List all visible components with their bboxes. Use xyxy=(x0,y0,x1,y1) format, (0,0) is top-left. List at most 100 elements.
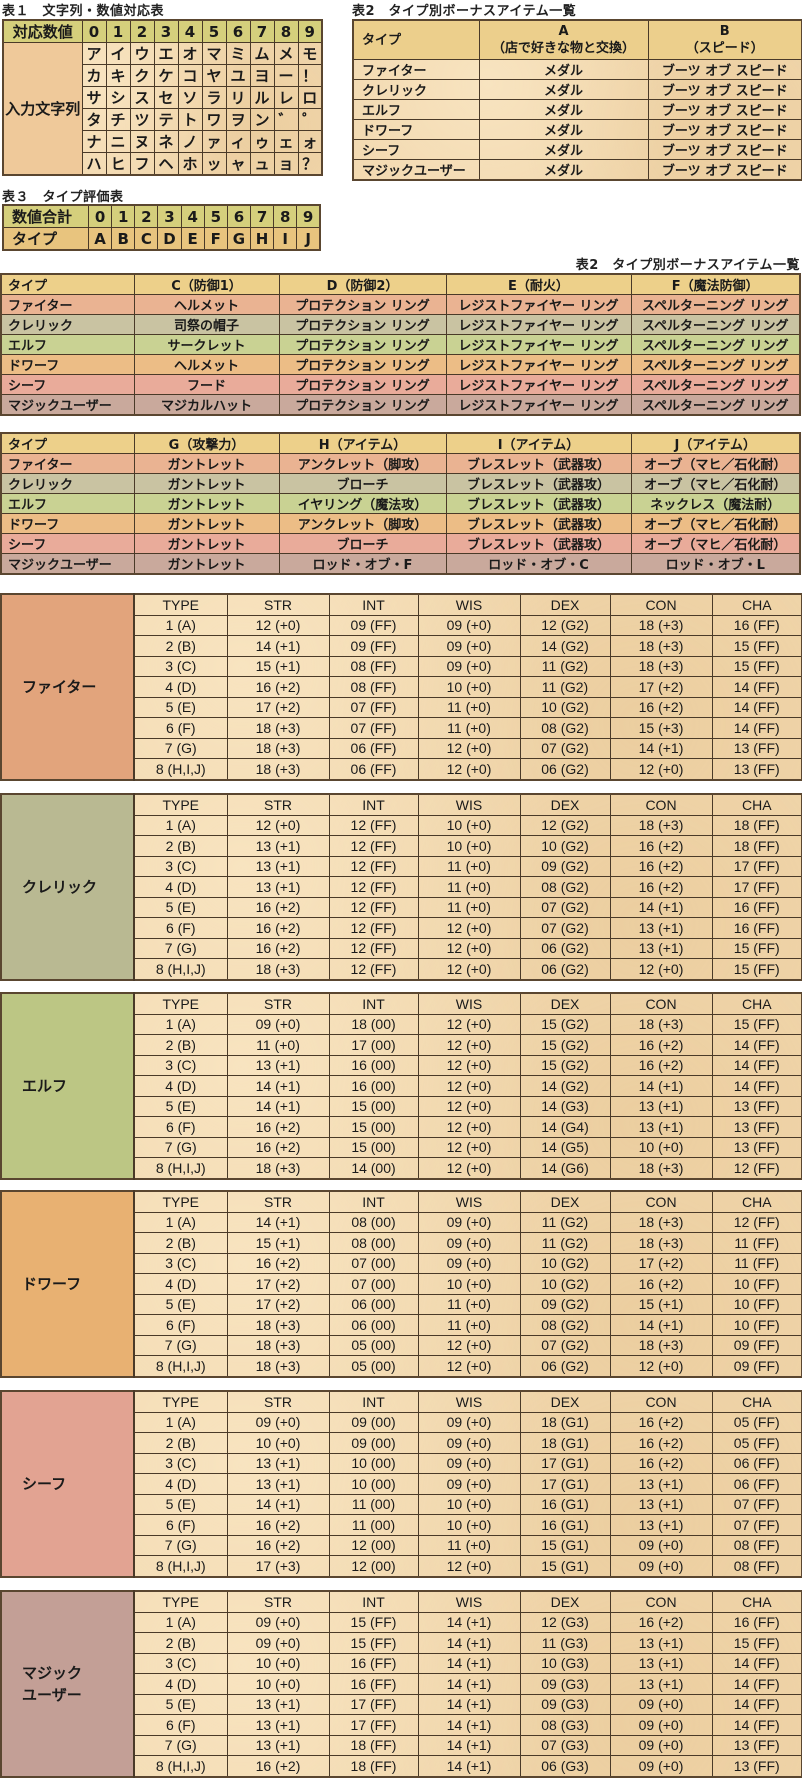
stat-cell: 11 (+0) xyxy=(226,1034,330,1056)
table-row: ファイター メダル ブーツ オブ スピード xyxy=(352,59,802,80)
item-cell: ガントレット xyxy=(133,553,280,575)
stat-cell: 09 (+0) xyxy=(226,1611,330,1633)
stat-cell: 13 (+1) xyxy=(609,1473,713,1495)
type-label: ファイター xyxy=(352,59,480,80)
column-header: CHA xyxy=(711,1590,802,1613)
type-cell: 7 (G) xyxy=(133,1734,228,1756)
char-cell: ケ xyxy=(153,64,179,87)
column-header: CHA xyxy=(711,992,802,1015)
column-header: TYPE xyxy=(133,1390,228,1413)
column-header: CHA xyxy=(711,593,802,616)
stat-cell: 11 (G2) xyxy=(519,676,611,698)
stat-cell: 13 (+1) xyxy=(226,1693,330,1715)
stat-cell: 16 (FF) xyxy=(328,1673,419,1695)
char-cell: ム xyxy=(249,42,275,65)
class-name-cell: クレリック xyxy=(0,793,135,980)
char-cell: ロ xyxy=(297,86,323,109)
item-cell: プロテクション リング xyxy=(278,354,447,375)
stat-cell: 11 (+0) xyxy=(417,855,521,877)
char-cell: エ xyxy=(153,42,179,65)
table-row: タチツテトワヲン゛゜ xyxy=(3,108,323,131)
table-row: マジックユーザー ガントレット ロッド・オブ・F ロッド・オブ・C ロッド・オブ・L xyxy=(0,553,801,575)
table-row: 1 (A) 09 (+0) 18 (00) 12 (+0) 15 (G2) 18 (+3)… xyxy=(1,1013,802,1035)
header-row: シーフ TYPE STR INT WIS DEX CON CHA xyxy=(0,1390,802,1577)
stat-cell: 12 (+0) xyxy=(226,614,330,636)
stat-cell: 08 (G2) xyxy=(519,1314,611,1336)
digit-header: 1 xyxy=(105,19,131,43)
stat-cell: 15 (G1) xyxy=(519,1555,611,1577)
row-label: 入力文字列 xyxy=(2,42,83,176)
stat-cell: 11 (+0) xyxy=(417,1534,521,1556)
item-cell: レジストファイヤー リング xyxy=(445,314,632,335)
stat-cell: 07 (G2) xyxy=(519,896,611,918)
table-row: クレリック メダル ブーツ オブ スピード xyxy=(352,79,802,100)
stat-cell: 15 (G2) xyxy=(519,1054,611,1076)
column-header: CHA xyxy=(711,1190,802,1213)
stat-cell: 10 (FF) xyxy=(711,1273,802,1295)
value-cell: 6 xyxy=(226,204,252,228)
table-row: クレリック ガントレット ブローチ ブレスレット（武器攻） オーブ（マヒ／石化耐） xyxy=(0,473,801,494)
char-cell: ー xyxy=(273,64,299,87)
stat-cell: 09 (+0) xyxy=(609,1755,713,1777)
item-cell: オーブ（マヒ／石化耐） xyxy=(630,453,801,474)
stat-cell: 13 (FF) xyxy=(711,1095,802,1117)
char-cell: ク xyxy=(129,64,155,87)
stat-table: シーフ TYPE STR INT WIS DEX CON CHA 1 (A) 09 (+0) 09 … xyxy=(0,1390,802,1578)
char-cell: ン xyxy=(249,108,275,131)
stat-cell: 16 (+2) xyxy=(226,937,330,959)
type-cell: 3 (C) xyxy=(133,1452,228,1474)
char-cell: ル xyxy=(249,86,275,109)
char-cell: ス xyxy=(129,86,155,109)
stat-table: ドワーフ TYPE STR INT WIS DEX CON CHA 1 (A) 14 (+1) 08… xyxy=(0,1190,802,1378)
column-header: STR xyxy=(226,1190,330,1213)
stat-cell: 11 (FF) xyxy=(711,1252,802,1274)
stat-cell: 09 (+0) xyxy=(417,655,521,677)
item-cell: レジストファイヤー リング xyxy=(445,394,632,416)
table-row: 6 (F) 13 (+1) 17 (FF) 14 (+1) 08 (G3) 09 (+0)… xyxy=(1,1714,802,1736)
table-row: 2 (B) 13 (+1) 12 (FF) 10 (+0) 10 (G2) 16 (+2)… xyxy=(1,835,802,857)
stat-cell: 10 (+0) xyxy=(417,835,521,857)
stat-cell: 14 (FF) xyxy=(711,1034,802,1056)
digit-header: 9 xyxy=(297,19,323,43)
stat-cell: 14 (+1) xyxy=(417,1755,521,1777)
type-cell: 8 (H,I,J) xyxy=(133,1755,228,1777)
table3-title: 表３ タイプ評価表 xyxy=(2,190,124,205)
stat-cell: 17 (FF) xyxy=(711,855,802,877)
column-header: CON xyxy=(609,1190,713,1213)
stat-cell: 16 (+2) xyxy=(226,917,330,939)
type-cell: 4 (D) xyxy=(133,676,228,698)
stat-cell: 18 (+3) xyxy=(609,635,713,657)
table2b-title: 表2 タイプ別ボーナスアイテム一覧 xyxy=(575,258,800,273)
stat-cell: 16 (+2) xyxy=(609,1611,713,1633)
stat-cell: 12 (+0) xyxy=(417,737,521,759)
item-cell: ブレスレット（武器攻） xyxy=(445,493,632,514)
stat-cell: 10 (G2) xyxy=(519,1252,611,1274)
table-row: マジックユーザー メダル ブーツ オブ スピード xyxy=(352,159,802,181)
char-cell: ォ xyxy=(297,130,323,153)
type-cell: 3 (C) xyxy=(133,1054,228,1076)
stat-cell: 16 (+2) xyxy=(226,1116,330,1138)
value-cell: 5 xyxy=(203,204,228,228)
table-row: 4 (D) 16 (+2) 08 (FF) 10 (+0) 11 (G2) 17 (+2)… xyxy=(1,676,802,698)
char-cell: ト xyxy=(177,108,203,131)
char-cell: ヒ xyxy=(105,152,131,176)
stat-cell: 14 (+1) xyxy=(417,1652,521,1674)
stat-cell: 05 (FF) xyxy=(711,1432,802,1454)
type-cell: 6 (F) xyxy=(133,917,228,939)
digit-header: 7 xyxy=(249,19,275,43)
stat-cell: 11 (+0) xyxy=(417,1314,521,1336)
stat-cell: 12 (+0) xyxy=(609,758,713,780)
stat-cell: 13 (+1) xyxy=(226,1734,330,1756)
stat-cell: 09 (+0) xyxy=(226,1013,330,1035)
stat-cell: 10 (+0) xyxy=(226,1673,330,1695)
stat-cell: 16 (+2) xyxy=(609,835,713,857)
item-cell: レジストファイヤー リング xyxy=(445,374,632,395)
item-cell: ブレスレット（武器攻） xyxy=(445,473,632,494)
char-cell: ？ xyxy=(297,152,323,176)
stat-cell: 12 (+0) xyxy=(417,1075,521,1097)
stat-cell: 09 (+0) xyxy=(609,1734,713,1756)
char-cell: キ xyxy=(105,64,131,87)
stat-cell: 18 (+3) xyxy=(226,1334,330,1356)
column-header: WIS xyxy=(417,992,521,1015)
row-label: 数値合計 xyxy=(2,204,90,228)
